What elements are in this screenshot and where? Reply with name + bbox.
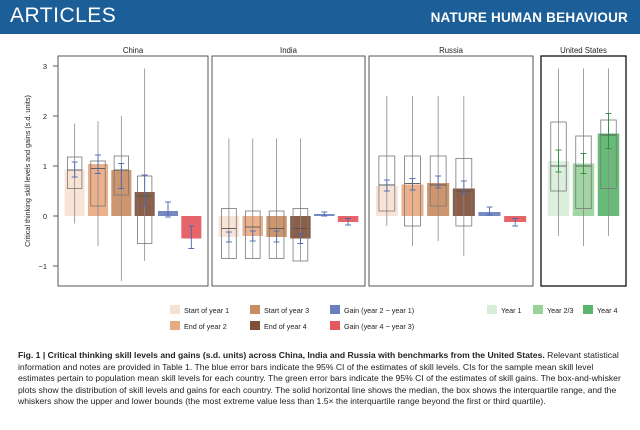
legend-swatch [250, 321, 260, 330]
iqr-box [113, 155, 129, 196]
y-tick-label: 1 [43, 162, 47, 171]
iqr-box [429, 155, 447, 207]
legend-swatch [583, 305, 593, 314]
iqr-box [244, 210, 261, 259]
iqr-box [378, 155, 396, 212]
iqr-box [221, 208, 237, 259]
section-title: ARTICLES [10, 4, 117, 27]
panel-frame [211, 55, 366, 287]
iqr-box [67, 156, 83, 189]
legend-label: Start of year 3 [264, 306, 309, 315]
legend-label: Gain (year 2 − year 1) [344, 306, 414, 315]
legend-label: End of year 4 [264, 322, 307, 331]
iqr-box [268, 210, 285, 259]
panel-frame [57, 55, 209, 287]
panel-frame [540, 55, 627, 287]
y-tick-label: 2 [43, 112, 47, 121]
legend-swatch [330, 321, 340, 330]
legend-label: End of year 2 [184, 322, 227, 331]
y-tick-label: −1 [38, 262, 47, 271]
panel-title: China [123, 46, 144, 55]
iqr-box [575, 135, 592, 209]
legend-swatch [487, 305, 497, 314]
iqr-box [292, 208, 309, 262]
legend-label: Start of year 1 [184, 306, 229, 315]
caption-title: Fig. 1 | Critical thinking skill levels … [18, 350, 545, 360]
iqr-box [404, 155, 421, 227]
legend-swatch [170, 305, 180, 314]
panel-title: India [280, 46, 298, 55]
y-axis-label: Critical thinking skill levels and gains… [23, 95, 32, 247]
legend-swatch [330, 305, 340, 314]
panel-frame [368, 55, 534, 287]
y-tick-label: 0 [43, 212, 47, 221]
panel-title: United States [560, 46, 607, 55]
y-tick-label: 3 [43, 62, 47, 71]
legend-label: Year 4 [597, 306, 618, 315]
iqr-box [550, 121, 567, 192]
iqr-box [455, 158, 473, 227]
skill-chart: Critical thinking skill levels and gains… [23, 46, 627, 331]
figure-caption: Fig. 1 | Critical thinking skill levels … [18, 350, 628, 408]
legend-label: Gain (year 4 − year 3) [344, 322, 414, 331]
legend-label: Year 2/3 [547, 306, 574, 315]
legend-swatch [533, 305, 543, 314]
legend-label: Year 1 [501, 306, 522, 315]
journal-header: ARTICLES NATURE HUMAN BEHAVIOUR [0, 0, 640, 34]
journal-title: NATURE HUMAN BEHAVIOUR [430, 10, 628, 25]
legend-swatch [170, 321, 180, 330]
legend-swatch [250, 305, 260, 314]
caption-body: Relevant statistical information and not… [18, 350, 621, 407]
panel-title: Russia [439, 46, 463, 55]
